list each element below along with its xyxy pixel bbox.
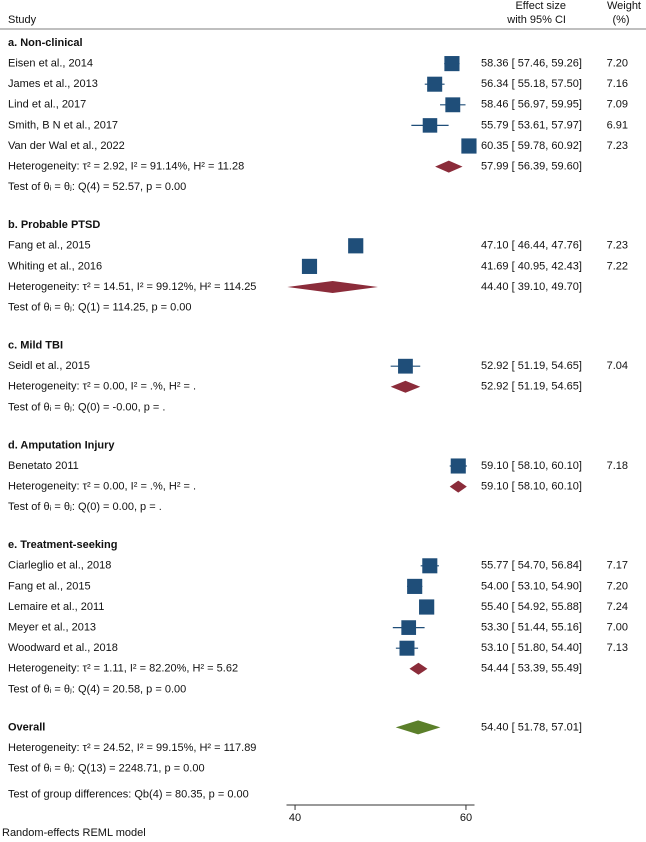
summary-diamond <box>287 281 378 293</box>
weight-label: 7.00 <box>607 622 628 634</box>
study-name: Woodward et al., 2018 <box>8 642 118 654</box>
study-marker <box>461 138 477 154</box>
study-name: Benetato 2011 <box>8 460 79 472</box>
weight-label: 6.91 <box>607 119 628 131</box>
ci-label: 57.99 [ 56.39, 59.60] <box>481 161 582 173</box>
heterogeneity: Heterogeneity: τ² = 24.52, I² = 99.15%, … <box>8 742 256 754</box>
weight-label: 7.13 <box>607 642 628 654</box>
study-marker <box>422 558 438 574</box>
homogeneity-test: Test of θᵢ = θⱼ: Q(0) = 0.00, p = . <box>8 501 162 513</box>
heterogeneity: Heterogeneity: τ² = 1.11, I² = 82.20%, H… <box>8 663 238 675</box>
summary-diamond <box>409 662 428 675</box>
heterogeneity: Heterogeneity: τ² = 0.00, I² = .%, H² = … <box>8 481 196 493</box>
homogeneity-test: Test of θᵢ = θⱼ: Q(4) = 52.57, p = 0.00 <box>8 181 186 193</box>
weight-label: 7.09 <box>607 99 628 111</box>
header-study: Study <box>8 14 37 26</box>
study-marker <box>348 238 364 254</box>
study-marker <box>445 97 461 113</box>
study-marker <box>399 640 415 656</box>
summary-diamond <box>390 380 421 393</box>
header-weight: (%) <box>612 14 629 26</box>
homogeneity-test: Test of θᵢ = θⱼ: Q(1) = 114.25, p = 0.00 <box>8 302 192 314</box>
ci-label: 54.44 [ 53.39, 55.49] <box>481 663 582 675</box>
group-title: a. Non-clinical <box>8 37 83 49</box>
study-marker <box>407 578 423 594</box>
study-marker <box>450 458 466 474</box>
x-tick-label: 40 <box>289 812 301 824</box>
overall-title: Overall <box>8 721 45 733</box>
ci-label: 59.10 [ 58.10, 60.10] <box>481 460 582 472</box>
study-name: Lemaire et al., 2011 <box>8 601 104 613</box>
study-name: Fang et al., 2015 <box>8 240 91 252</box>
group-title: c. Mild TBI <box>8 340 63 352</box>
study-name: Whiting et al., 2016 <box>8 260 102 272</box>
ci-label: 58.46 [ 56.97, 59.95] <box>481 99 582 111</box>
study-name: Seidl et al., 2015 <box>8 360 90 372</box>
group-title: e. Treatment-seeking <box>8 539 117 551</box>
ci-label: 55.79 [ 53.61, 57.97] <box>481 119 582 131</box>
study-marker <box>444 56 460 72</box>
weight-label: 7.16 <box>607 78 628 90</box>
study-name: Eisen et al., 2014 <box>8 58 93 70</box>
summary-diamond <box>449 480 467 493</box>
ci-label: 55.40 [ 54.92, 55.88] <box>481 601 582 613</box>
summary-diamond <box>395 720 441 735</box>
ci-label: 47.10 [ 46.44, 47.76] <box>481 240 582 252</box>
homogeneity-test: Test of θᵢ = θⱼ: Q(0) = -0.00, p = . <box>8 401 165 413</box>
study-name: Fang et al., 2015 <box>8 580 91 592</box>
header-weight: Weight <box>607 0 641 12</box>
x-tick-label: 60 <box>460 812 472 824</box>
group-title: d. Amputation Injury <box>8 439 115 451</box>
weight-label: 7.20 <box>607 58 628 70</box>
ci-label: 59.10 [ 58.10, 60.10] <box>481 481 582 493</box>
ci-label: 54.40 [ 51.78, 57.01] <box>481 721 582 733</box>
weight-label: 7.24 <box>607 601 628 613</box>
study-name: Ciarleglio et al., 2018 <box>8 560 111 572</box>
study-marker <box>301 258 318 274</box>
heterogeneity: Heterogeneity: τ² = 0.00, I² = .%, H² = … <box>8 381 196 393</box>
ci-label: 56.34 [ 55.18, 57.50] <box>481 78 582 90</box>
ci-label: 58.36 [ 57.46, 59.26] <box>481 58 582 70</box>
ci-label: 53.30 [ 51.44, 55.16] <box>481 622 582 634</box>
study-marker <box>419 599 435 615</box>
ci-label: 60.35 [ 59.78, 60.92] <box>481 140 582 152</box>
study-marker <box>401 620 417 635</box>
study-name: Meyer et al., 2013 <box>8 622 96 634</box>
study-marker <box>427 76 443 92</box>
study-name: Smith, B N et al., 2017 <box>8 119 118 131</box>
group-title: b. Probable PTSD <box>8 219 100 231</box>
study-marker <box>398 358 413 374</box>
group-test: Test of group differences: Qb(4) = 80.35… <box>8 789 249 801</box>
study-name: Van der Wal et al., 2022 <box>8 140 125 152</box>
study-name: Lind et al., 2017 <box>8 99 86 111</box>
study-marker <box>422 118 438 133</box>
header-effect: with 95% CI <box>506 14 566 26</box>
weight-label: 7.17 <box>607 560 628 572</box>
weight-label: 7.18 <box>607 460 628 472</box>
homogeneity-test: Test of θᵢ = θⱼ: Q(13) = 2248.71, p = 0.… <box>8 763 205 775</box>
weight-label: 7.04 <box>607 360 628 372</box>
ci-label: 55.77 [ 54.70, 56.84] <box>481 560 582 572</box>
ci-label: 41.69 [ 40.95, 42.43] <box>481 260 582 272</box>
study-name: James et al., 2013 <box>8 78 98 90</box>
ci-label: 52.92 [ 51.19, 54.65] <box>481 381 582 393</box>
homogeneity-test: Test of θᵢ = θⱼ: Q(4) = 20.58, p = 0.00 <box>8 683 186 695</box>
header-effect: Effect size <box>515 0 566 12</box>
summary-diamond <box>435 160 463 173</box>
weight-label: 7.23 <box>607 140 628 152</box>
weight-label: 7.22 <box>607 260 628 272</box>
ci-label: 54.00 [ 53.10, 54.90] <box>481 580 582 592</box>
heterogeneity: Heterogeneity: τ² = 2.92, I² = 91.14%, H… <box>8 161 244 173</box>
heterogeneity: Heterogeneity: τ² = 14.51, I² = 99.12%, … <box>8 281 256 293</box>
weight-label: 7.20 <box>607 580 628 592</box>
weight-label: 7.23 <box>607 240 628 252</box>
ci-label: 44.40 [ 39.10, 49.70] <box>481 281 582 293</box>
ci-label: 53.10 [ 51.80, 54.40] <box>481 642 582 654</box>
footer: Random-effects REML model <box>2 827 146 839</box>
ci-label: 52.92 [ 51.19, 54.65] <box>481 360 582 372</box>
